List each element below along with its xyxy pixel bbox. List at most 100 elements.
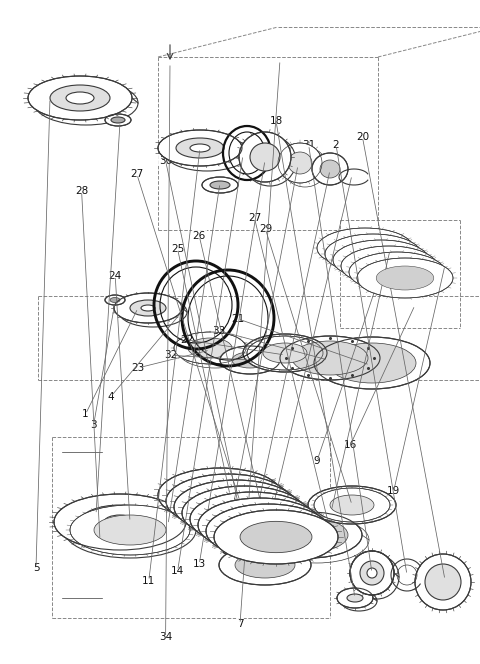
Ellipse shape: [352, 248, 410, 272]
Ellipse shape: [130, 300, 166, 316]
Text: 19: 19: [387, 486, 400, 497]
Text: 25: 25: [171, 244, 184, 254]
Ellipse shape: [314, 337, 430, 389]
Text: 24: 24: [108, 270, 122, 281]
Ellipse shape: [111, 117, 125, 123]
Ellipse shape: [349, 252, 445, 292]
Ellipse shape: [350, 551, 394, 595]
Ellipse shape: [278, 143, 322, 183]
Text: 27: 27: [130, 169, 144, 179]
Ellipse shape: [105, 295, 125, 305]
Ellipse shape: [232, 515, 304, 546]
Ellipse shape: [188, 338, 232, 358]
Text: 32: 32: [164, 350, 177, 361]
Ellipse shape: [292, 341, 368, 375]
Ellipse shape: [308, 486, 396, 524]
Text: 4: 4: [107, 392, 114, 402]
Ellipse shape: [210, 181, 230, 189]
Ellipse shape: [344, 242, 402, 266]
Ellipse shape: [425, 564, 461, 600]
Ellipse shape: [174, 332, 246, 364]
Ellipse shape: [94, 515, 166, 545]
Ellipse shape: [328, 343, 416, 383]
Ellipse shape: [28, 76, 132, 120]
Ellipse shape: [341, 246, 437, 286]
Text: 29: 29: [259, 224, 272, 234]
Ellipse shape: [320, 160, 340, 178]
Text: 10: 10: [243, 539, 256, 550]
Ellipse shape: [220, 346, 280, 374]
Text: 17: 17: [324, 506, 338, 517]
Ellipse shape: [314, 488, 390, 522]
Ellipse shape: [184, 479, 256, 511]
Ellipse shape: [182, 486, 306, 540]
Text: 26: 26: [192, 230, 206, 241]
Ellipse shape: [250, 143, 280, 171]
Ellipse shape: [360, 254, 418, 278]
Ellipse shape: [240, 521, 312, 552]
Text: 30: 30: [159, 155, 172, 166]
Ellipse shape: [263, 343, 307, 363]
Ellipse shape: [243, 334, 327, 372]
Ellipse shape: [312, 153, 348, 185]
Text: 33: 33: [212, 325, 225, 336]
Ellipse shape: [216, 503, 288, 535]
Ellipse shape: [141, 305, 155, 311]
Ellipse shape: [280, 336, 380, 380]
Ellipse shape: [80, 505, 160, 539]
Text: 21: 21: [231, 313, 244, 324]
Text: 3: 3: [90, 420, 97, 430]
Text: 13: 13: [192, 559, 206, 570]
Text: 6: 6: [93, 509, 99, 520]
Ellipse shape: [158, 468, 282, 522]
Ellipse shape: [247, 336, 323, 370]
Ellipse shape: [336, 236, 394, 260]
Text: 11: 11: [142, 576, 156, 586]
Ellipse shape: [376, 266, 434, 290]
Ellipse shape: [224, 509, 296, 540]
Ellipse shape: [288, 152, 312, 174]
Ellipse shape: [190, 144, 210, 152]
Ellipse shape: [190, 492, 314, 546]
Text: 18: 18: [269, 116, 283, 126]
Ellipse shape: [239, 132, 291, 182]
Text: 34: 34: [159, 632, 172, 643]
Ellipse shape: [70, 505, 190, 555]
Ellipse shape: [258, 512, 362, 558]
Ellipse shape: [104, 515, 136, 529]
Ellipse shape: [330, 495, 374, 515]
Ellipse shape: [368, 260, 426, 284]
Ellipse shape: [192, 485, 264, 517]
Ellipse shape: [114, 293, 182, 323]
Ellipse shape: [166, 474, 290, 528]
Ellipse shape: [105, 114, 131, 126]
Ellipse shape: [415, 554, 471, 610]
Ellipse shape: [325, 234, 421, 274]
Ellipse shape: [347, 594, 363, 602]
Ellipse shape: [337, 588, 373, 608]
Text: 9: 9: [313, 456, 320, 467]
Text: 28: 28: [75, 186, 88, 197]
Text: 27: 27: [248, 212, 261, 223]
Text: 8: 8: [221, 546, 228, 556]
Ellipse shape: [66, 92, 94, 104]
Ellipse shape: [367, 568, 377, 578]
Ellipse shape: [235, 552, 295, 578]
Text: 1: 1: [82, 409, 89, 420]
Ellipse shape: [202, 177, 238, 193]
Ellipse shape: [200, 491, 272, 523]
Ellipse shape: [232, 352, 268, 368]
Ellipse shape: [110, 297, 120, 303]
Text: 31: 31: [302, 139, 315, 150]
Text: 5: 5: [33, 562, 39, 573]
Ellipse shape: [350, 551, 394, 595]
Ellipse shape: [198, 498, 322, 552]
Ellipse shape: [272, 518, 348, 552]
Ellipse shape: [333, 240, 429, 280]
Ellipse shape: [54, 494, 186, 550]
Text: 7: 7: [237, 619, 243, 629]
Ellipse shape: [206, 504, 330, 558]
Ellipse shape: [214, 510, 338, 564]
Ellipse shape: [360, 561, 384, 585]
Text: 15: 15: [260, 529, 273, 540]
